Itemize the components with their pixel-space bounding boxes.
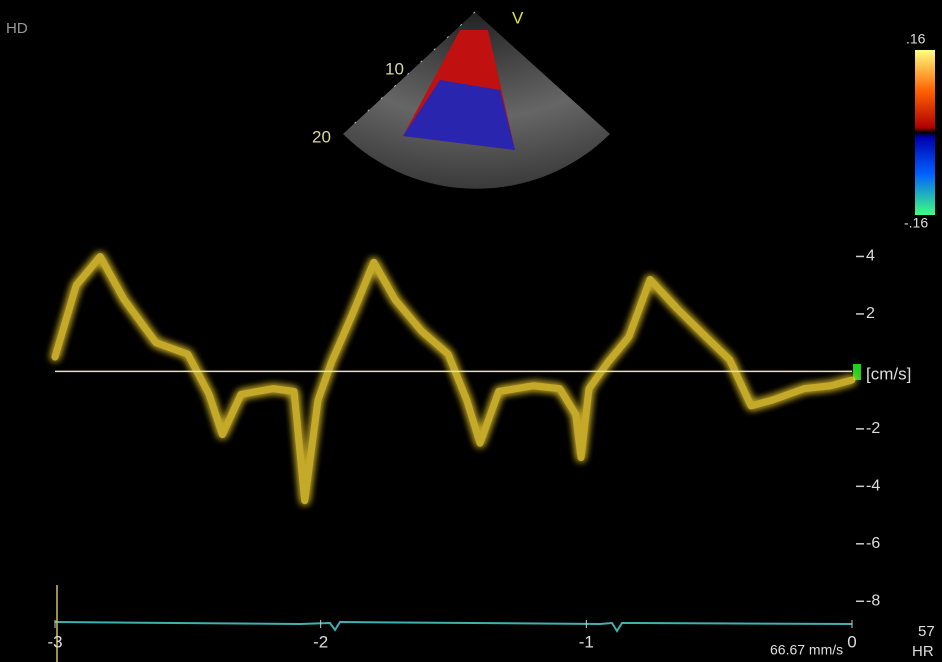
x-tick-label: -3: [47, 632, 62, 651]
depth-label: 20: [312, 127, 331, 146]
mode-label: HD: [6, 20, 28, 37]
depth-label: 10: [385, 59, 404, 78]
y-tick-label: -4: [866, 478, 880, 495]
y-axis-label: [cm/s]: [866, 364, 911, 383]
color-scale-label: .16: [906, 31, 926, 47]
color-bar: [915, 50, 935, 215]
y-tick-label: -6: [866, 535, 880, 552]
y-tick-label: -8: [866, 592, 880, 609]
y-tick-label: 2: [866, 305, 875, 322]
color-scale-label: -.16: [904, 215, 928, 231]
x-tick-label: -1: [579, 632, 594, 651]
x-tick-label: -2: [313, 632, 328, 651]
y-tick-label: -2: [866, 420, 880, 437]
heart-rate-label: HR: [912, 643, 934, 660]
chart: 10 20 V HD .16 -.16 [cm/s] 66.67 mm/s 57…: [0, 0, 942, 662]
heart-rate: 57: [918, 623, 935, 640]
x-tick-label: 0: [847, 632, 856, 651]
y-tick-label: 4: [866, 248, 875, 265]
view-label: V: [512, 8, 524, 27]
sweep-speed: 66.67 mm/s: [770, 642, 843, 658]
page: {"chart_data": { "type": "line", "mode":…: [0, 0, 942, 662]
